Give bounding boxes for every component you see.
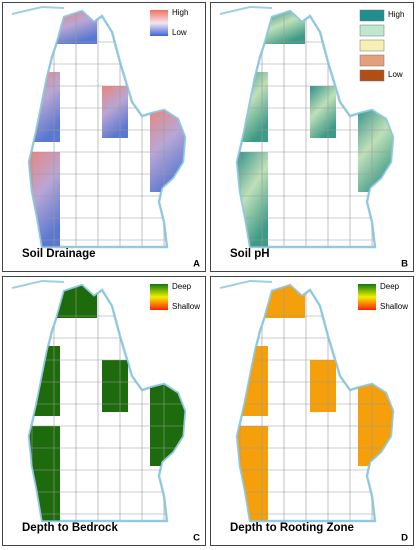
legend-ramp: [150, 10, 168, 36]
county-patch: [310, 360, 336, 412]
upper-peninsula-edge: [11, 279, 65, 289]
legend-ramp: [150, 284, 168, 310]
coastline: [28, 284, 186, 522]
coastline: [236, 10, 394, 248]
panel: Deep Shallow Depth to Bedrock C: [2, 276, 206, 546]
legend-label: Shallow: [380, 302, 408, 311]
panel-letter: B: [401, 259, 408, 270]
legend-swatch: [359, 39, 385, 52]
legend-swatch: [359, 24, 385, 37]
coastline: [28, 10, 186, 248]
legend-swatch: [359, 69, 385, 82]
legend-label: Shallow: [172, 302, 200, 311]
panel-title: Soil pH: [230, 248, 270, 260]
upper-peninsula-edge: [11, 5, 65, 15]
legend-label: High: [172, 8, 188, 17]
panel-letter: D: [401, 533, 408, 544]
panel-title: Depth to Bedrock: [22, 522, 118, 534]
panel: High Low Soil Drainage A: [2, 2, 206, 272]
legend-swatch: [359, 9, 385, 22]
panel-title: Depth to Rooting Zone: [230, 522, 354, 534]
legend-swatch: [359, 54, 385, 67]
legend-ramp: [358, 284, 376, 310]
panel: Deep Shallow Depth to Rooting Zone D: [210, 276, 414, 546]
legend-label: Deep: [380, 282, 400, 291]
legend-label: Deep: [172, 282, 192, 291]
panel: High Low Soil pH B: [210, 2, 414, 272]
upper-peninsula-edge: [219, 5, 273, 15]
legend-label: Low: [388, 70, 403, 79]
legend-label: Low: [172, 28, 187, 37]
county-patch: [102, 86, 128, 138]
coastline: [236, 284, 394, 522]
county-patch: [310, 86, 336, 138]
upper-peninsula-edge: [219, 279, 273, 289]
panel-title: Soil Drainage: [22, 248, 96, 260]
panel-letter: C: [193, 533, 200, 544]
legend-label: High: [388, 10, 404, 19]
county-patch: [102, 360, 128, 412]
panel-letter: A: [193, 259, 200, 270]
